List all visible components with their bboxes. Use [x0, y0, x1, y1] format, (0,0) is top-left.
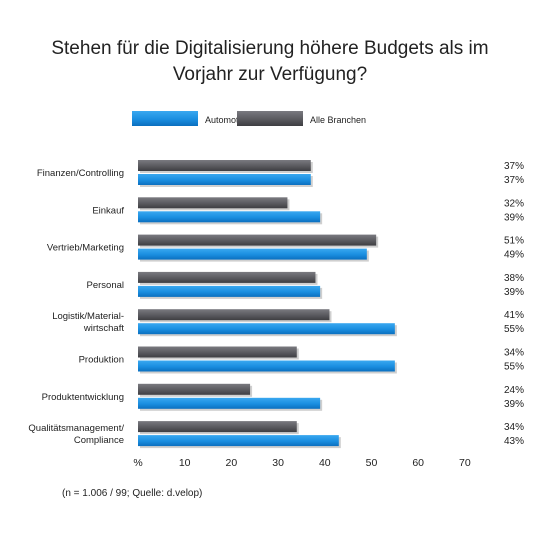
bar-automotive — [138, 323, 395, 335]
value-label: 37% — [504, 175, 524, 186]
bar-alle-branchen — [138, 271, 316, 283]
value-label: 55% — [504, 362, 524, 373]
x-tick-label: 30 — [272, 457, 284, 469]
bar-alle-branchen — [138, 346, 297, 358]
x-tick-label: 20 — [226, 457, 238, 469]
bar-automotive — [138, 248, 367, 260]
x-tick-label: 50 — [366, 457, 378, 469]
x-tick-label: 40 — [319, 457, 331, 469]
value-label: 55% — [504, 324, 524, 335]
value-label: 39% — [504, 287, 524, 298]
category-label: Einkauf — [92, 205, 124, 216]
category-label: Personal — [87, 280, 125, 291]
bar-alle-branchen — [138, 197, 288, 209]
chart-title: Stehen für die Digitalisierung höhere Bu… — [51, 38, 489, 85]
category-label: Qualitätsmanagement/Compliance — [28, 423, 124, 446]
bar-automotive — [138, 435, 339, 447]
legend-label-automotive: Automotive — [205, 115, 250, 125]
legend-label-alle-branchen: Alle Branchen — [310, 115, 366, 125]
value-label: 37% — [504, 161, 524, 172]
category-label: Produktion — [79, 355, 124, 366]
value-label: 49% — [504, 250, 524, 261]
legend-swatch-automotive — [132, 111, 198, 126]
bar-automotive — [138, 397, 321, 409]
value-label: 38% — [504, 273, 524, 284]
category-label: Produktentwicklung — [42, 392, 124, 403]
value-label: 24% — [504, 385, 524, 396]
value-label: 43% — [504, 436, 524, 447]
bar-automotive — [138, 285, 321, 297]
value-label: 32% — [504, 198, 524, 209]
value-label: 39% — [504, 399, 524, 410]
bar-alle-branchen — [138, 160, 311, 171]
legend-swatch-alle-branchen — [237, 111, 303, 126]
x-tick-label: 10 — [179, 457, 191, 469]
value-label: 34% — [504, 422, 524, 433]
bar-automotive — [138, 360, 395, 372]
source-note: (n = 1.006 / 99; Quelle: d.velop) — [62, 488, 203, 499]
category-label: Logistik/Material-wirtschaft — [52, 311, 124, 334]
x-tick-label: 70 — [459, 457, 471, 469]
x-tick-label: % — [133, 457, 142, 469]
category-labels: Finanzen/Controlling Einkauf Vertrieb/Mark… — [28, 168, 124, 446]
value-label: 41% — [504, 310, 524, 321]
legend: Automotive Alle Branchen — [132, 111, 366, 126]
value-label: 34% — [504, 348, 524, 359]
bar-automotive — [138, 174, 311, 185]
x-axis: % 10 20 30 40 50 60 70 — [133, 457, 471, 469]
bar-alle-branchen — [138, 383, 251, 395]
x-tick-label: 60 — [412, 457, 424, 469]
value-label: 39% — [504, 212, 524, 223]
bar-alle-branchen — [138, 234, 377, 246]
bar-alle-branchen — [138, 309, 330, 321]
value-label: 51% — [504, 236, 524, 247]
category-label: Finanzen/Controlling — [37, 168, 124, 179]
bar-automotive — [138, 211, 321, 223]
bars — [138, 160, 397, 449]
bar-alle-branchen — [138, 421, 297, 433]
value-labels: 37% 37% 32% 39% 51% 49% 38% 39% 41% 55% 34% 55% 24% 3… — [504, 161, 524, 447]
category-label: Vertrieb/Marketing — [47, 243, 124, 254]
